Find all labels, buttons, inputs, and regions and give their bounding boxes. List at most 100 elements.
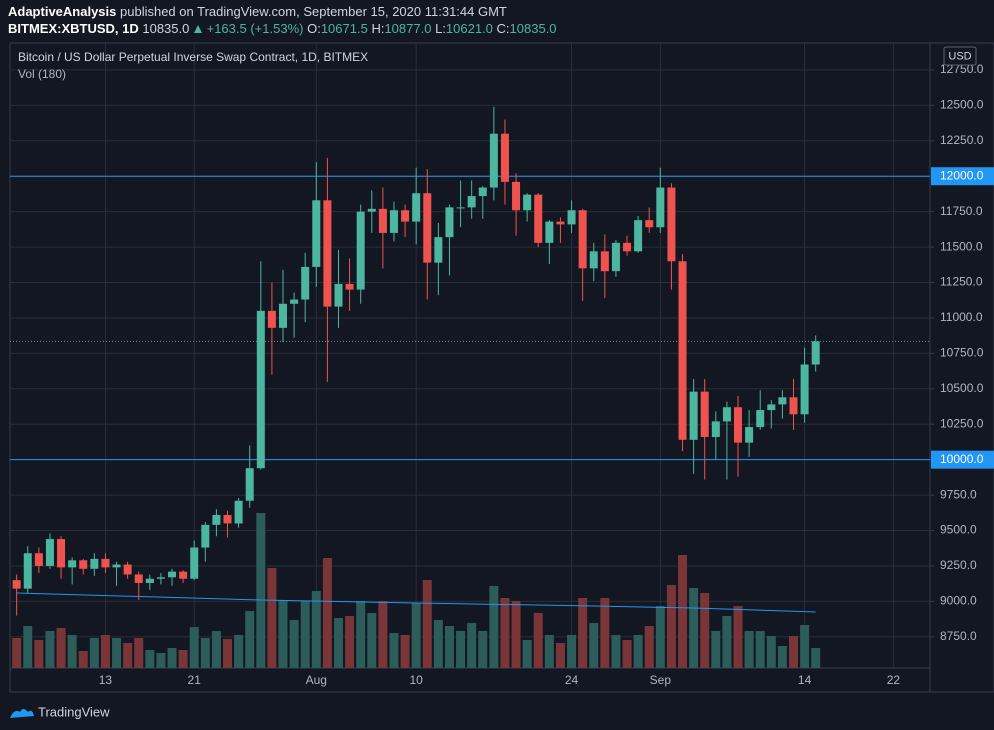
candle-body <box>512 181 521 211</box>
volume-bar <box>578 598 588 668</box>
candle-body <box>334 283 343 307</box>
y-tick-label: 10250.0 <box>940 416 984 430</box>
volume-bar <box>711 631 721 668</box>
y-tick-label: 9250.0 <box>940 558 977 572</box>
volume-bar <box>200 638 210 668</box>
candle-body <box>478 187 487 197</box>
ohlc-label: H: <box>371 21 385 36</box>
candle-body <box>734 407 743 443</box>
candle-body <box>256 310 265 469</box>
candle-body <box>378 208 387 233</box>
y-tick-label: 12750.0 <box>940 62 984 76</box>
candle-body <box>656 187 665 228</box>
y-tick-label: 12500.0 <box>940 98 984 112</box>
candle-body <box>623 242 632 252</box>
volume-bar <box>755 631 765 668</box>
candle-body <box>456 207 465 209</box>
volume-bar <box>522 640 532 668</box>
volume-bar <box>811 648 821 668</box>
candle-body <box>79 560 88 569</box>
volume-bar <box>89 638 99 668</box>
volume-bar <box>766 636 776 668</box>
candle-body <box>201 524 210 548</box>
volume-bar <box>234 635 244 668</box>
volume-bar <box>600 598 610 668</box>
candle-body <box>312 200 321 267</box>
candle-body <box>34 553 43 566</box>
volume-bar <box>189 627 199 668</box>
price-tag-label: 12000.0 <box>940 168 984 182</box>
volume-bar <box>622 640 632 668</box>
candle-body <box>90 558 99 569</box>
volume-bar <box>400 635 410 668</box>
candle-body <box>722 407 731 422</box>
candle-body <box>778 397 787 405</box>
x-tick-label: 14 <box>798 673 812 687</box>
ohlc-value: 10621.0 <box>445 21 493 36</box>
volume-bar <box>245 611 255 668</box>
volume-bar <box>123 643 133 668</box>
candle-body <box>168 571 177 578</box>
y-tick-label: 9750.0 <box>940 487 977 501</box>
currency-box <box>943 46 977 66</box>
volume-bar <box>45 631 55 668</box>
candle-body <box>245 468 254 501</box>
volume-bar <box>156 653 166 668</box>
ohlc-value: 10877.0 <box>384 21 432 36</box>
volume-bar <box>422 580 432 668</box>
candle-body <box>389 210 398 233</box>
x-tick-label: 10 <box>409 673 423 687</box>
candle-body <box>234 500 243 524</box>
volume-bar <box>12 638 22 668</box>
ohlc-label: C: <box>496 21 510 36</box>
volume-bar <box>467 623 477 668</box>
candle-body <box>267 310 276 328</box>
volume-bar <box>655 606 665 668</box>
volume-bar <box>478 631 488 668</box>
x-tick-label: 21 <box>188 673 202 687</box>
chart-title: Bitcoin / US Dollar Perpetual Inverse Sw… <box>18 50 368 64</box>
ohlc: O:10671.5 H:10877.0 L:10621.0 C:10835.0 <box>307 21 556 36</box>
price-tag-label: 10000.0 <box>940 452 984 466</box>
x-tick-label: Sep <box>650 673 672 687</box>
volume-bar <box>278 600 288 668</box>
volume-bar <box>67 635 77 668</box>
volume-bar <box>367 613 377 668</box>
candle-body <box>345 283 354 290</box>
candle-body <box>101 558 110 568</box>
last-price: 10835.0 <box>142 21 190 36</box>
volume-bar <box>644 626 654 668</box>
candle-body <box>434 237 443 263</box>
candle-body <box>12 580 21 589</box>
volume-bar <box>456 631 466 668</box>
candle-body <box>112 564 121 568</box>
candle-body <box>356 211 365 290</box>
candle-body <box>412 193 421 222</box>
candle-body <box>645 220 654 228</box>
candle-body <box>223 514 232 524</box>
candle-body <box>445 207 454 238</box>
candle-body <box>68 560 77 568</box>
volume-bar <box>311 591 321 668</box>
candle-body <box>634 220 643 252</box>
x-tick-label: Aug <box>306 673 327 687</box>
x-tick-label: 22 <box>887 673 901 687</box>
candle-body <box>800 364 809 415</box>
candle-body <box>789 397 798 415</box>
published: published on TradingView.com, September … <box>120 4 507 19</box>
volume-bar <box>733 606 743 668</box>
volume-bar <box>500 598 510 668</box>
candle-body <box>190 547 199 579</box>
volume-bar <box>145 650 155 668</box>
publish-line: AdaptiveAnalysis published on TradingVie… <box>8 3 557 20</box>
volume-bar <box>167 648 177 668</box>
candle-body <box>156 577 165 579</box>
candle-body <box>500 133 509 182</box>
volume-ma <box>16 592 816 613</box>
candle-body <box>57 539 66 568</box>
volume-pane <box>12 513 821 668</box>
candle-body <box>423 193 432 263</box>
candle-body <box>367 208 376 212</box>
